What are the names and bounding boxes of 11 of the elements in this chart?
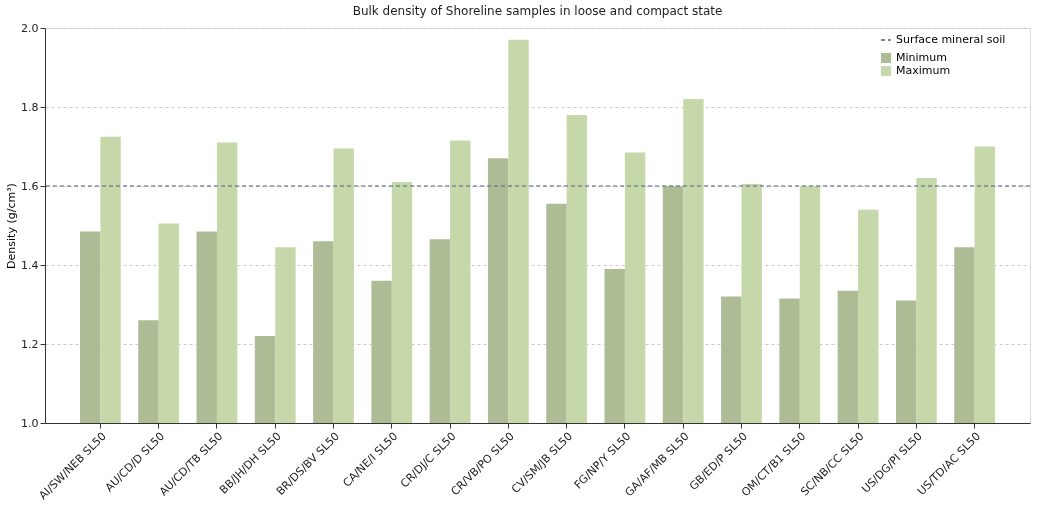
y-tick-label: 1.6: [21, 179, 39, 193]
legend-label: Maximum: [896, 64, 951, 77]
y-tick-label: 1.4: [21, 258, 39, 272]
y-tick-label: 2.0: [21, 21, 39, 35]
y-axis-title: Density (g/cm³): [5, 183, 19, 269]
chart-title: Bulk density of Shoreline samples in loose and compact state: [352, 4, 723, 18]
legend-label: Minimum: [896, 51, 947, 64]
y-tick-label: 1.0: [21, 416, 39, 430]
y-tick-label: 1.2: [21, 337, 39, 351]
legend-label: Surface mineral soil: [896, 33, 1006, 46]
y-tick-label: 1.8: [21, 100, 39, 114]
